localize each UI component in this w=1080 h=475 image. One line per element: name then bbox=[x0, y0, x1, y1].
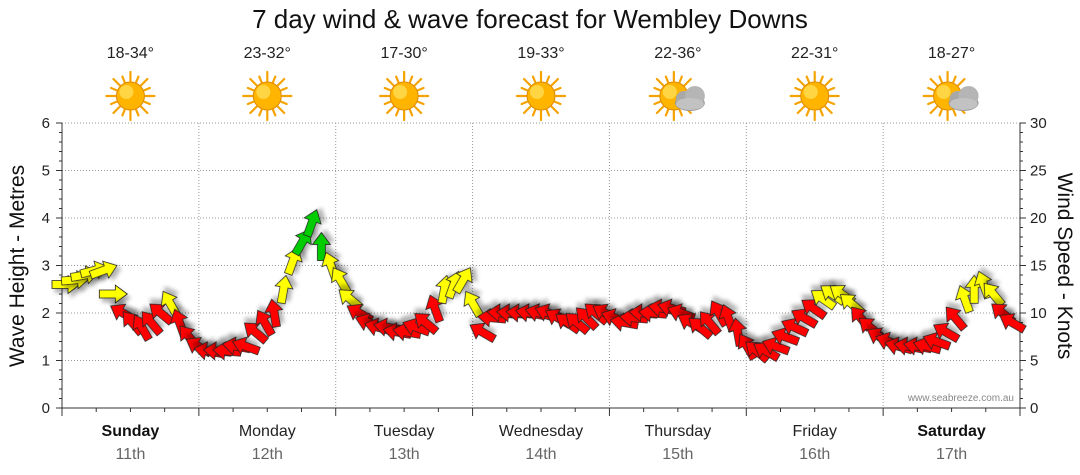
day-labels-row: Sunday 11th Monday 12th Tuesday 13th Wednesday… bbox=[102, 423, 986, 463]
axes: 0 1 2 3 4 5 6 0 5 10 15 20 25 30 bbox=[42, 115, 1047, 417]
temp-range: 23-32° bbox=[244, 45, 291, 62]
sun-icon bbox=[379, 70, 430, 122]
right-tick-label: 30 bbox=[1030, 115, 1047, 132]
wind-arrow bbox=[331, 267, 352, 295]
wind-arrow bbox=[302, 209, 322, 238]
day-name: Wednesday bbox=[499, 423, 583, 440]
day-date: 13th bbox=[389, 446, 420, 463]
temp-range: 18-34° bbox=[107, 45, 154, 62]
wind-arrow bbox=[469, 322, 497, 344]
sun-icon bbox=[515, 70, 567, 122]
left-tick-label: 0 bbox=[42, 400, 50, 417]
day-weather-row: 18-34° 23-32° 17-30° 19-33° 22-36° 22-31° 18-2… bbox=[105, 45, 979, 122]
wind-arrow bbox=[781, 317, 810, 338]
wind-arrow bbox=[688, 317, 714, 340]
left-tick-label: 3 bbox=[42, 258, 50, 275]
left-tick-label: 2 bbox=[42, 305, 50, 322]
day-date: 11th bbox=[115, 446, 145, 463]
wind-arrow bbox=[132, 314, 153, 342]
left-axis-label: Wave Height - Metres bbox=[6, 165, 29, 367]
wind-arrow bbox=[699, 311, 722, 337]
wind-arrow bbox=[922, 331, 952, 351]
wind-arrow bbox=[98, 284, 128, 304]
day-date: 17th bbox=[936, 446, 967, 463]
sun-icon bbox=[105, 70, 156, 122]
day-name: Tuesday bbox=[374, 423, 435, 440]
temp-range: 18-27° bbox=[928, 45, 975, 62]
left-tick-label: 5 bbox=[42, 163, 50, 180]
day-date: 12th bbox=[252, 446, 283, 463]
wind-arrow bbox=[264, 298, 284, 328]
sun-cloud-icon bbox=[922, 70, 979, 122]
grid bbox=[62, 122, 1020, 408]
chart-title: 7 day wind & wave forecast for Wembley D… bbox=[252, 4, 808, 34]
wind-arrow bbox=[945, 306, 968, 332]
temp-range: 22-31° bbox=[791, 45, 838, 62]
wind-arrow bbox=[810, 289, 838, 311]
temp-range: 22-36° bbox=[654, 45, 701, 62]
wind-arrow bbox=[791, 308, 819, 329]
sun-icon bbox=[242, 70, 293, 122]
wind-arrow-series bbox=[51, 209, 1027, 364]
wind-arrow bbox=[141, 311, 164, 337]
wind-arrow bbox=[983, 282, 1006, 308]
wind-arrow bbox=[452, 267, 473, 295]
wind-arrow bbox=[771, 327, 801, 346]
wind-arrow bbox=[801, 299, 828, 321]
wind-arrow bbox=[149, 303, 175, 326]
right-tick-label: 0 bbox=[1030, 400, 1038, 417]
wind-arrow bbox=[463, 290, 484, 319]
wind-arrow bbox=[565, 313, 591, 336]
sun-icon bbox=[789, 70, 840, 122]
wind-arrow bbox=[761, 336, 791, 356]
day-name: Saturday bbox=[917, 423, 986, 440]
wind-arrow bbox=[753, 341, 781, 363]
day-date: 16th bbox=[799, 446, 830, 463]
wind-arrow bbox=[575, 307, 600, 332]
day-name: Sunday bbox=[102, 423, 160, 440]
left-tick-label: 1 bbox=[42, 353, 50, 370]
right-tick-label: 20 bbox=[1030, 210, 1047, 227]
wind-arrow bbox=[999, 313, 1027, 334]
right-tick-label: 5 bbox=[1030, 353, 1038, 370]
sun-cloud-icon bbox=[648, 70, 705, 122]
day-name: Monday bbox=[239, 423, 296, 440]
temp-range: 19-33° bbox=[517, 45, 564, 62]
day-date: 15th bbox=[662, 446, 693, 463]
wind-arrow bbox=[933, 322, 961, 344]
wind-arrow bbox=[243, 322, 270, 345]
right-axis-label: Wind Speed - Knots bbox=[1053, 173, 1076, 360]
left-tick-label: 4 bbox=[42, 210, 50, 227]
day-name: Thursday bbox=[645, 423, 712, 440]
left-tick-label: 6 bbox=[42, 115, 50, 132]
day-date: 14th bbox=[525, 446, 556, 463]
wind-arrow bbox=[414, 313, 440, 336]
wind-arrow bbox=[954, 285, 974, 314]
wind-arrow bbox=[255, 309, 276, 338]
wind-arrow bbox=[231, 336, 261, 356]
right-tick-label: 15 bbox=[1030, 258, 1047, 275]
right-tick-label: 10 bbox=[1030, 305, 1047, 322]
wind-arrow bbox=[274, 274, 294, 305]
temp-range: 17-30° bbox=[380, 45, 427, 62]
credit-text: www.seabreeze.com.au bbox=[907, 393, 1014, 404]
day-name: Friday bbox=[792, 423, 836, 440]
right-tick-label: 25 bbox=[1030, 163, 1047, 180]
wind-arrow bbox=[88, 260, 118, 280]
